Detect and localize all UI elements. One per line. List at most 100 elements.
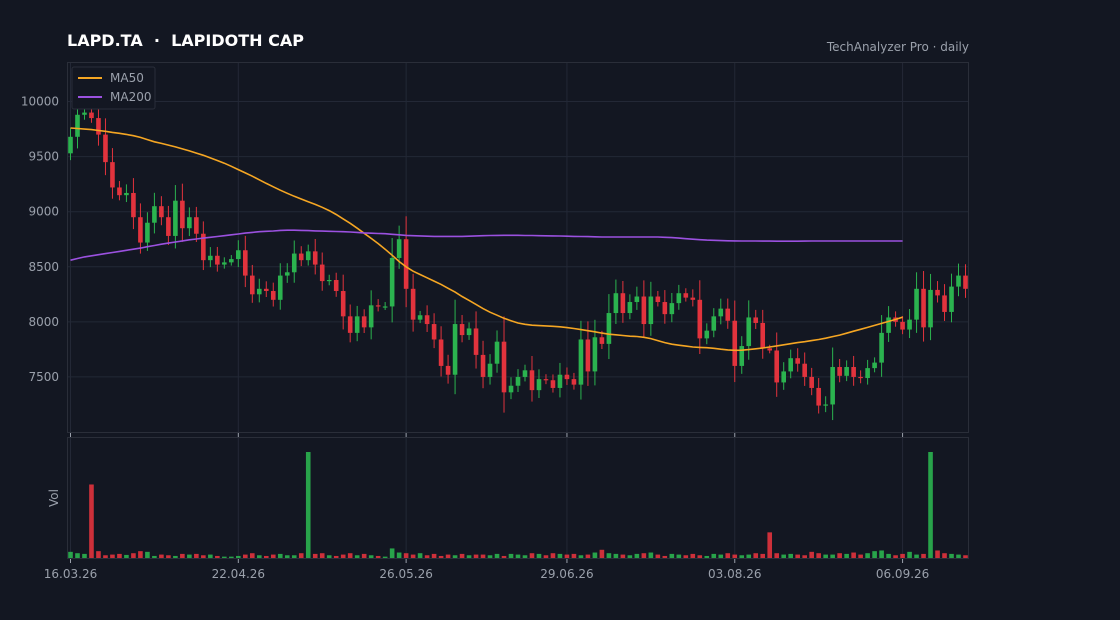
candle-body [963, 275, 968, 289]
candle-body [655, 296, 661, 303]
volume-bar [515, 554, 521, 558]
candle-body [256, 288, 262, 295]
candle-body [438, 339, 444, 366]
candle-body [928, 289, 933, 328]
volume-bar [187, 554, 192, 558]
candle-body [229, 259, 234, 263]
candle-body [354, 316, 360, 333]
volume-bar [103, 555, 108, 558]
candle-body [263, 288, 269, 292]
candle-body [746, 317, 752, 347]
volume-bar [718, 554, 724, 558]
volume-bar [305, 452, 311, 558]
candle-body [166, 217, 171, 236]
volume-bar [229, 556, 234, 558]
volume-bar [522, 555, 528, 558]
volume-bar [124, 554, 129, 558]
grid [68, 63, 968, 558]
volume-bar [389, 548, 395, 558]
volume-bar [487, 555, 493, 558]
candle-body [935, 289, 940, 296]
candle-body [669, 303, 675, 315]
candle-body [124, 192, 129, 196]
volume-bar [494, 553, 500, 558]
candle-body [473, 328, 479, 355]
volume-bar [816, 553, 821, 558]
volume-bar [89, 484, 94, 558]
date-tick-label: 26.05.26 [379, 567, 432, 581]
volume-bar [669, 553, 675, 558]
candle-body [690, 297, 696, 300]
candlesticks [68, 100, 968, 421]
candle-body [886, 317, 891, 333]
candle-body [389, 257, 395, 307]
candle-body [333, 279, 339, 292]
candle-body [152, 206, 157, 223]
volume-bar [592, 552, 598, 558]
candle-body [410, 288, 416, 320]
volume-bar [68, 551, 73, 558]
candle-body [536, 379, 542, 391]
volume-bar [599, 549, 605, 558]
candle-body [145, 222, 150, 243]
volume-bar [375, 555, 381, 558]
candle-body [704, 330, 710, 339]
volume-bars [68, 452, 968, 558]
volume-bar [774, 553, 780, 558]
candle-body [529, 370, 535, 391]
volume-bar [361, 553, 367, 558]
volume-bar [284, 555, 290, 558]
candle-body [788, 358, 793, 372]
volume-bar [222, 556, 227, 558]
volume-bar [697, 555, 703, 558]
volume-bar [858, 554, 863, 558]
volume-bar [571, 553, 577, 558]
volume-bar [368, 555, 374, 558]
volume-bar [201, 555, 206, 558]
price-tick-label: 8500 [28, 260, 59, 274]
candle-body [494, 341, 500, 364]
candle-body [557, 374, 563, 388]
candle-body [858, 376, 863, 379]
candle-body [89, 112, 94, 119]
candle-body [816, 387, 821, 406]
volume-bar [781, 554, 787, 558]
candle-body [180, 200, 185, 229]
volume-bar [823, 554, 828, 558]
volume-bar [82, 553, 87, 558]
candle-body [606, 313, 612, 344]
candle-body [96, 118, 101, 135]
volume-bar [942, 553, 947, 558]
volume-bar [725, 553, 731, 558]
candle-body [68, 136, 73, 154]
candle-body [487, 363, 493, 377]
volume-bar [410, 554, 416, 558]
candle-body [305, 251, 311, 261]
date-tick-label: 29.06.26 [540, 567, 593, 581]
volume-bar [298, 553, 304, 558]
volume-bar [543, 555, 549, 558]
volume-bar [711, 553, 717, 558]
volume-bar [879, 550, 884, 558]
moving-averages [70, 127, 903, 352]
volume-bar [690, 553, 696, 558]
volume-bar [536, 553, 542, 558]
candle-body [215, 255, 220, 265]
title-separator: · [153, 31, 160, 50]
candle-body [277, 275, 283, 300]
date-axis: 16.03.26 22.04.26 26.05.26 29.06.26 03.08.26… [44, 432, 929, 581]
volume-bar [431, 553, 437, 558]
candle-body [760, 322, 766, 349]
volume-axis-label: Vol [47, 489, 61, 507]
volume-bar [417, 553, 423, 558]
volume-bar [326, 555, 332, 558]
volume-bar [152, 555, 157, 558]
candle-body [711, 316, 717, 331]
candle-body [424, 315, 430, 325]
chart-title: LAPD.TA · LAPIDOTH CAP [67, 31, 304, 50]
candle-body [753, 317, 759, 323]
volume-bar [963, 555, 968, 558]
candle-body [676, 293, 682, 304]
candle-body [501, 341, 507, 393]
